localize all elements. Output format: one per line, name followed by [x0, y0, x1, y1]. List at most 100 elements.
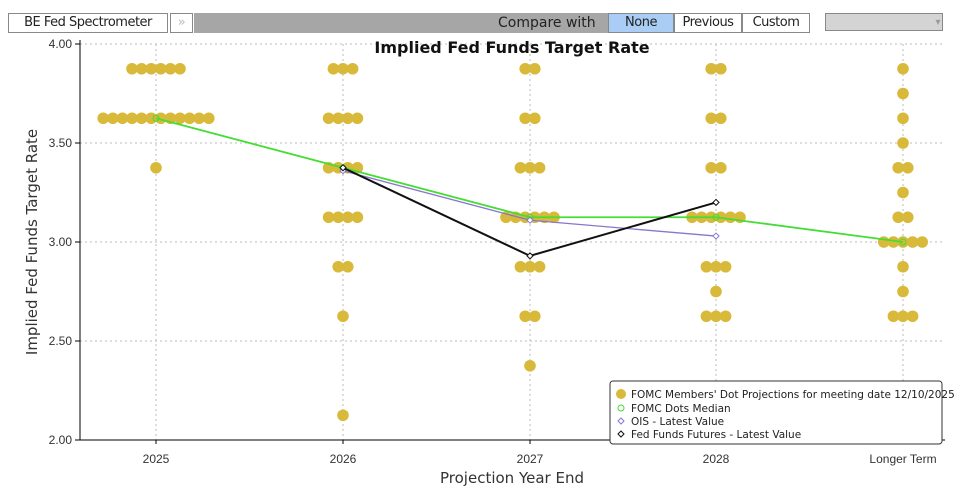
y-tick-label: 2.00 [49, 433, 73, 447]
toolbar: BE Fed Spectrometer » Compare with None … [0, 13, 954, 33]
dot-projection [710, 310, 722, 323]
dot-projection [145, 62, 157, 75]
chart-title: Implied Fed Funds Target Rate [374, 38, 649, 57]
dot-projection [897, 186, 909, 199]
dot-projection [519, 62, 531, 75]
dot-projection [902, 211, 914, 224]
legend-futures-icon [617, 430, 625, 438]
legend-ois-icon [617, 417, 625, 425]
dot-projection [116, 112, 129, 125]
x-tick-label: 2028 [703, 452, 730, 466]
dot-projection [327, 62, 340, 75]
dot-projection [902, 161, 914, 174]
futures-marker [526, 252, 534, 260]
dot-projection [174, 112, 186, 125]
dot-projection [337, 62, 349, 75]
legend-box [609, 380, 943, 445]
dot-projection [183, 112, 196, 125]
dot-projection [346, 62, 359, 75]
median-marker [712, 213, 720, 221]
dot-projection [533, 161, 546, 174]
dot-projection [700, 310, 713, 323]
dot-projection [150, 161, 162, 174]
dot-projection [332, 260, 345, 273]
dropdown-select[interactable]: ▾ [825, 13, 943, 31]
compare-previous-button[interactable]: Previous [674, 13, 742, 33]
legend-label: OIS - Latest Value [631, 416, 724, 428]
dot-projection [715, 161, 727, 174]
dot-projection [126, 62, 138, 75]
futures-marker [339, 164, 347, 172]
dot-projection [174, 62, 186, 75]
dot-projection [705, 62, 717, 75]
dot-projection [906, 310, 919, 323]
ois-marker [526, 216, 534, 224]
y-tick-label: 3.50 [49, 136, 73, 150]
ois-marker [712, 232, 720, 240]
dot-projection [193, 112, 205, 125]
x-tick-label: 2026 [330, 452, 357, 466]
x-tick-label: 2027 [517, 452, 544, 466]
dot-projection [897, 137, 909, 149]
dot-projection [897, 285, 909, 298]
y-axis-title: Implied Fed Funds Target Rate [23, 129, 41, 355]
median-marker [899, 238, 907, 246]
dot-projection [897, 310, 909, 323]
dot-projection [897, 87, 909, 100]
dot-projection [887, 236, 900, 248]
chevron-down-icon: ▾ [935, 17, 940, 28]
median-marker [152, 114, 160, 122]
compare-none-button[interactable]: None [608, 13, 674, 33]
dot-projection [719, 310, 732, 323]
dot-projection [519, 310, 531, 323]
futures-marker [712, 198, 720, 207]
dot-projection [529, 310, 541, 323]
dot-projection [715, 112, 727, 125]
y-tick-label: 3.00 [49, 235, 73, 249]
dot-projection [514, 161, 527, 174]
dot-projection [203, 112, 215, 125]
dot-projection [897, 112, 909, 125]
dot-projection [322, 211, 335, 224]
dot-projection [529, 62, 541, 75]
y-tick-label: 4.00 [49, 37, 73, 51]
dot-projection [897, 260, 909, 273]
dot-projection [337, 409, 349, 422]
dot-projection [529, 112, 541, 125]
dot-projection [705, 161, 717, 174]
dot-projection [892, 161, 904, 174]
dot-projection [916, 236, 928, 248]
legend-label: FOMC Dots Median [631, 403, 731, 415]
compare-label: Compare with [498, 15, 596, 31]
dot-projection [710, 260, 722, 273]
dot-projection [97, 112, 109, 125]
dot-projection [887, 310, 900, 323]
dot-projection [700, 260, 713, 273]
dot-projection [107, 112, 119, 125]
dot-projection [342, 112, 354, 125]
dot-projection [906, 236, 919, 248]
dot-projection [897, 62, 909, 75]
dot-projection [164, 62, 177, 75]
dot-projection [332, 112, 345, 125]
dot-projection [126, 112, 138, 125]
legend-label: Fed Funds Futures - Latest Value [631, 429, 801, 441]
dot-projection [533, 260, 546, 273]
dot-projection [710, 285, 722, 298]
dot-projection [332, 211, 345, 224]
dot-projection [705, 112, 717, 125]
dot-projection [322, 112, 335, 125]
app-title-button[interactable]: BE Fed Spectrometer [8, 13, 168, 33]
legend-dot-icon [616, 389, 626, 399]
x-tick-label: 2025 [143, 452, 170, 466]
x-axis-title: Projection Year End [440, 469, 584, 487]
dot-projection [524, 260, 536, 273]
expand-button[interactable]: » [170, 13, 193, 33]
dot-projection [719, 260, 732, 273]
dot-projection [351, 211, 364, 224]
legend-median-icon [617, 404, 625, 412]
dot-projection [337, 310, 349, 323]
compare-custom-button[interactable]: Custom [742, 13, 810, 33]
dot-projection [342, 260, 354, 273]
